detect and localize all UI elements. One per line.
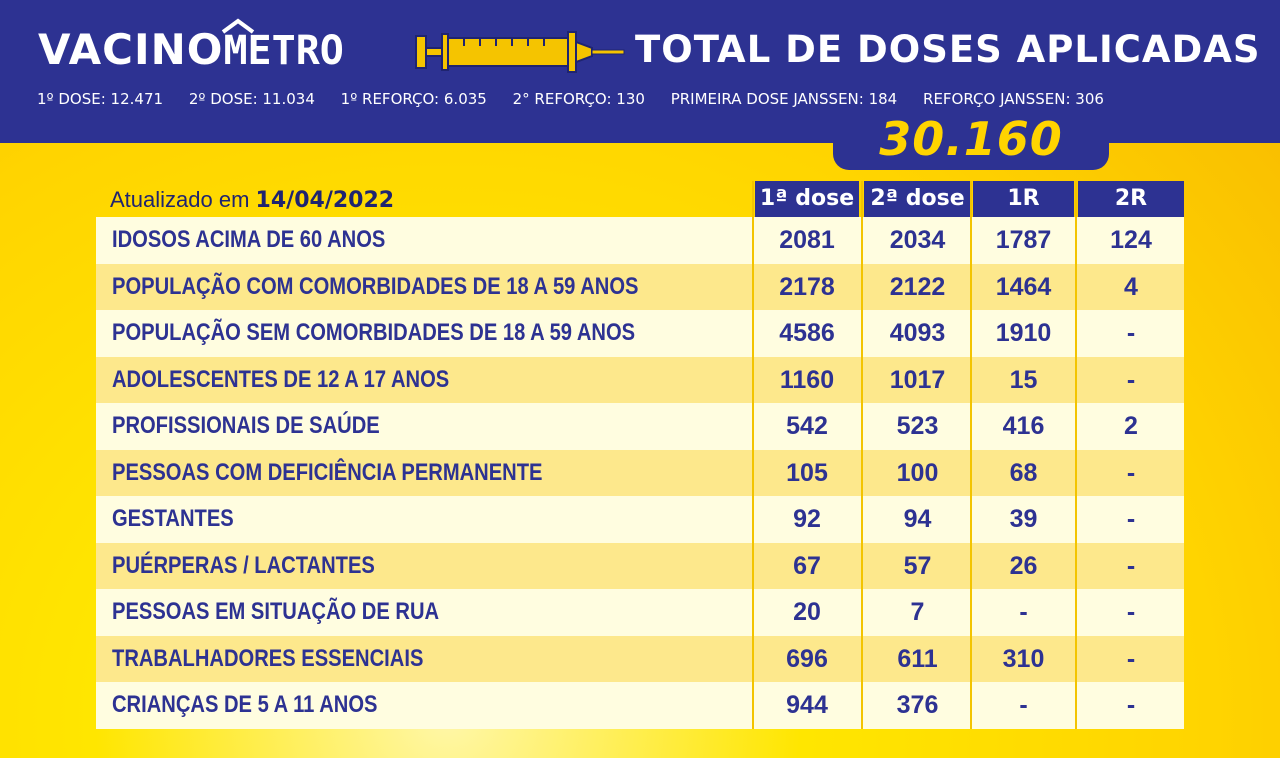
cell-d1: 105 [786,458,828,487]
cell-r1: 1464 [995,272,1052,301]
stat-janssen-booster: REFORÇO JANSSEN: 306 [923,90,1104,108]
col-header-second-dose: 2ª dose [864,181,971,217]
row-group-label: CRIANÇAS DE 5 A 11 ANOS [112,691,378,718]
cell-r1: 15 [1009,365,1038,394]
cell-r1: 39 [1009,505,1038,533]
cell-r1: - [1019,691,1028,719]
stat-janssen-first: PRIMEIRA DOSE JANSSEN: 184 [670,90,898,108]
cell-d2: 57 [903,551,932,580]
vacinometro-logo: VACINO METRO [38,18,344,79]
cell-d2: 7 [910,598,925,626]
updated-label: Atualizado em [110,187,250,212]
page-title: TOTAL DE DOSES APLICADAS [635,28,1261,71]
cell-d1: 20 [793,598,821,626]
cell-d2: 94 [903,505,932,533]
header-banner: VACINO METRO TOTAL DE DOSES APLICADAS 1º… [0,0,1280,143]
logo-suffix-wrap: METRO [222,18,344,79]
row-group-label: GESTANTES [112,505,234,532]
cell-d2: 4093 [889,319,946,347]
cell-d2: 611 [897,644,938,673]
row-group-label: IDOSOS ACIMA DE 60 ANOS [112,226,386,253]
cell-r1: 26 [1009,551,1038,580]
cell-r1: 416 [1002,412,1045,440]
cell-r2: - [1126,691,1136,719]
house-roof-icon [222,18,255,34]
row-group-label: PESSOAS COM DEFICIÊNCIA PERMANENTE [112,458,543,486]
row-group-label: ADOLESCENTES DE 12 A 17 ANOS [112,365,450,393]
cell-d1: 542 [786,412,828,440]
cell-r2: - [1126,551,1136,580]
total-tab [833,110,1109,170]
row-group-label: PESSOAS EM SITUAÇÃO DE RUA [112,598,440,625]
cell-d1: 67 [793,551,821,580]
table-row: IDOSOS ACIMA DE 60 ANOS 2081 2034 1787 124 [96,217,1184,264]
cell-d1: 2178 [779,272,835,301]
column-divider [752,181,754,729]
cell-d2: 100 [896,458,939,487]
cell-d1: 4586 [779,319,835,347]
table-row: POPULAÇÃO SEM COMORBIDADES DE 18 A 59 AN… [96,310,1184,357]
cell-r2: 124 [1110,226,1152,254]
row-group-label: POPULAÇÃO COM COMORBIDADES DE 18 A 59 AN… [112,272,639,300]
stat-first-booster: 1º REFORÇO: 6.035 [340,90,487,108]
logo-suffix: METRO [223,27,344,74]
dose-stats: 1º DOSE: 12.471 2º DOSE: 11.034 1º REFOR… [37,88,1104,110]
stat-second-booster: 2° REFORÇO: 130 [512,90,645,108]
col-header-second-booster: 2R [1078,181,1184,217]
cell-d2: 2034 [889,226,946,254]
table-row: PUÉRPERAS / LACTANTES 67 57 26 - [96,542,1184,589]
col-header-first-dose: 1ª dose [755,181,859,217]
table-row: PESSOAS EM SITUAÇÃO DE RUA 20 7 - - [96,589,1184,636]
row-group-label: POPULAÇÃO SEM COMORBIDADES DE 18 A 59 AN… [112,319,636,346]
cell-r2: - [1126,458,1136,487]
stat-first-dose: 1º DOSE: 12.471 [37,90,164,108]
col-header-first-booster: 1R [973,181,1074,217]
cell-r2: - [1126,505,1136,533]
table-row: POPULAÇÃO COM COMORBIDADES DE 18 A 59 AN… [96,263,1184,310]
cell-d2: 523 [896,412,939,440]
total-doses: 30.160 [879,112,1063,166]
updated-line: Atualizado em 14/04/2022 [110,183,394,217]
row-group-label: TRABALHADORES ESSENCIAIS [112,644,424,672]
table-row: CRIANÇAS DE 5 A 11 ANOS 944 376 - - [96,682,1184,729]
row-group-label: PROFISSIONAIS DE SAÚDE [112,412,380,439]
table-row: GESTANTES 92 94 39 - [96,496,1184,543]
cell-r2: - [1126,365,1136,394]
table-row: ADOLESCENTES DE 12 A 17 ANOS 1160 1017 15 - [96,356,1184,403]
cell-r2: - [1126,598,1136,626]
table-header-row: Atualizado em 14/04/2022 1ª dose 2ª dose… [96,181,1184,217]
cell-r2: - [1126,644,1136,673]
cell-r1: 68 [1009,458,1038,487]
cell-d2: 1017 [889,365,946,394]
cell-r2: - [1126,319,1136,347]
cell-r1: - [1019,598,1028,626]
vaccination-table: Atualizado em 14/04/2022 1ª dose 2ª dose… [96,181,1184,729]
table-row: TRABALHADORES ESSENCIAIS 696 611 310 - [96,635,1184,682]
cell-r1: 1787 [995,226,1052,254]
syringe-icon [415,31,625,73]
cell-r1: 310 [1002,644,1045,673]
table-body: IDOSOS ACIMA DE 60 ANOS 2081 2034 1787 124 PO… [96,217,1184,729]
cell-d1: 696 [786,644,828,673]
updated-date: 14/04/2022 [255,188,395,213]
cell-d2: 2122 [889,272,946,301]
cell-r2: 4 [1124,272,1138,301]
column-divider [1075,181,1077,729]
table-row: PROFISSIONAIS DE SAÚDE 542 523 416 2 [96,403,1184,450]
column-divider [861,181,863,729]
cell-d2: 376 [896,691,939,719]
cell-d1: 92 [793,505,821,533]
cell-d1: 944 [786,691,828,719]
logo-prefix: VACINO [38,25,224,74]
table-row: PESSOAS COM DEFICIÊNCIA PERMANENTE 105 100… [96,449,1184,496]
cell-r1: 1910 [995,319,1052,347]
cell-d1: 2081 [779,226,835,254]
column-divider [970,181,972,729]
cell-r2: 2 [1124,412,1138,440]
stat-second-dose: 2º DOSE: 11.034 [188,90,315,108]
cell-d1: 1160 [779,365,835,394]
row-group-label: PUÉRPERAS / LACTANTES [112,551,375,579]
